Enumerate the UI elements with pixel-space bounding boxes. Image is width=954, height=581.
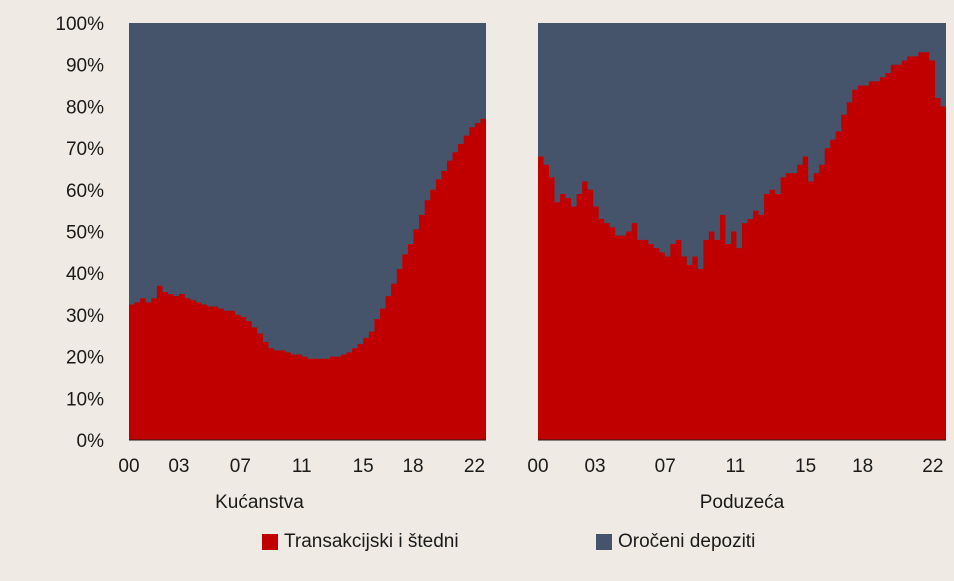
legend-item-term-deposits: Oročeni depoziti — [596, 531, 755, 553]
x-tick-label: 07 — [655, 456, 676, 477]
legend-swatch-transactional — [262, 534, 278, 550]
x-tick-label: 18 — [852, 456, 873, 477]
x-tick-label: 07 — [230, 456, 251, 477]
panel-label: Poduzeća — [700, 492, 785, 513]
y-tick-label: 90% — [66, 56, 104, 77]
panel-gap — [486, 23, 538, 440]
legend-label-transactional: Transakcijski i štedni — [284, 531, 459, 552]
y-tick-label: 0% — [77, 431, 105, 452]
x-tick-label: 15 — [795, 456, 816, 477]
x-tick-label: 22 — [922, 456, 943, 477]
x-tick-label: 18 — [402, 456, 423, 477]
x-tick-label: 03 — [584, 456, 605, 477]
x-tick-label: 22 — [464, 456, 485, 477]
x-tick-label: 00 — [527, 456, 548, 477]
y-axis-labels: 0% 10% 20% 30% 40% 50% 60% 70% 80% 90% 100% — [55, 14, 104, 452]
y-tick-label: 60% — [66, 181, 104, 202]
panel-corporates: 00 03 07 11 15 18 22 Poduzeća — [527, 23, 946, 513]
panel-households: 00 03 07 11 15 18 22 Kućanstva — [118, 23, 486, 513]
legend-label-term-deposits: Oročeni depoziti — [618, 531, 756, 552]
y-tick-label: 20% — [66, 348, 104, 369]
legend-swatch-term-deposits — [596, 534, 612, 550]
y-tick-label: 100% — [55, 14, 104, 35]
x-tick-label: 03 — [168, 456, 189, 477]
panel-label: Kućanstva — [215, 492, 304, 513]
y-tick-label: 50% — [66, 223, 104, 244]
legend-item-transactional: Transakcijski i štedni — [262, 531, 459, 553]
x-tick-label: 00 — [118, 456, 139, 477]
y-tick-label: 40% — [66, 264, 104, 285]
y-tick-label: 30% — [66, 306, 104, 327]
series-area-transactional — [538, 52, 946, 440]
legend: Transakcijski i štedni Oročeni depoziti — [0, 531, 954, 557]
y-tick-label: 70% — [66, 139, 104, 160]
x-tick-label: 11 — [726, 456, 746, 477]
y-tick-label: 80% — [66, 97, 104, 118]
y-tick-label: 10% — [66, 389, 104, 410]
x-tick-label: 15 — [353, 456, 374, 477]
x-tick-label: 11 — [292, 456, 312, 477]
series-area-transactional — [129, 118, 486, 440]
